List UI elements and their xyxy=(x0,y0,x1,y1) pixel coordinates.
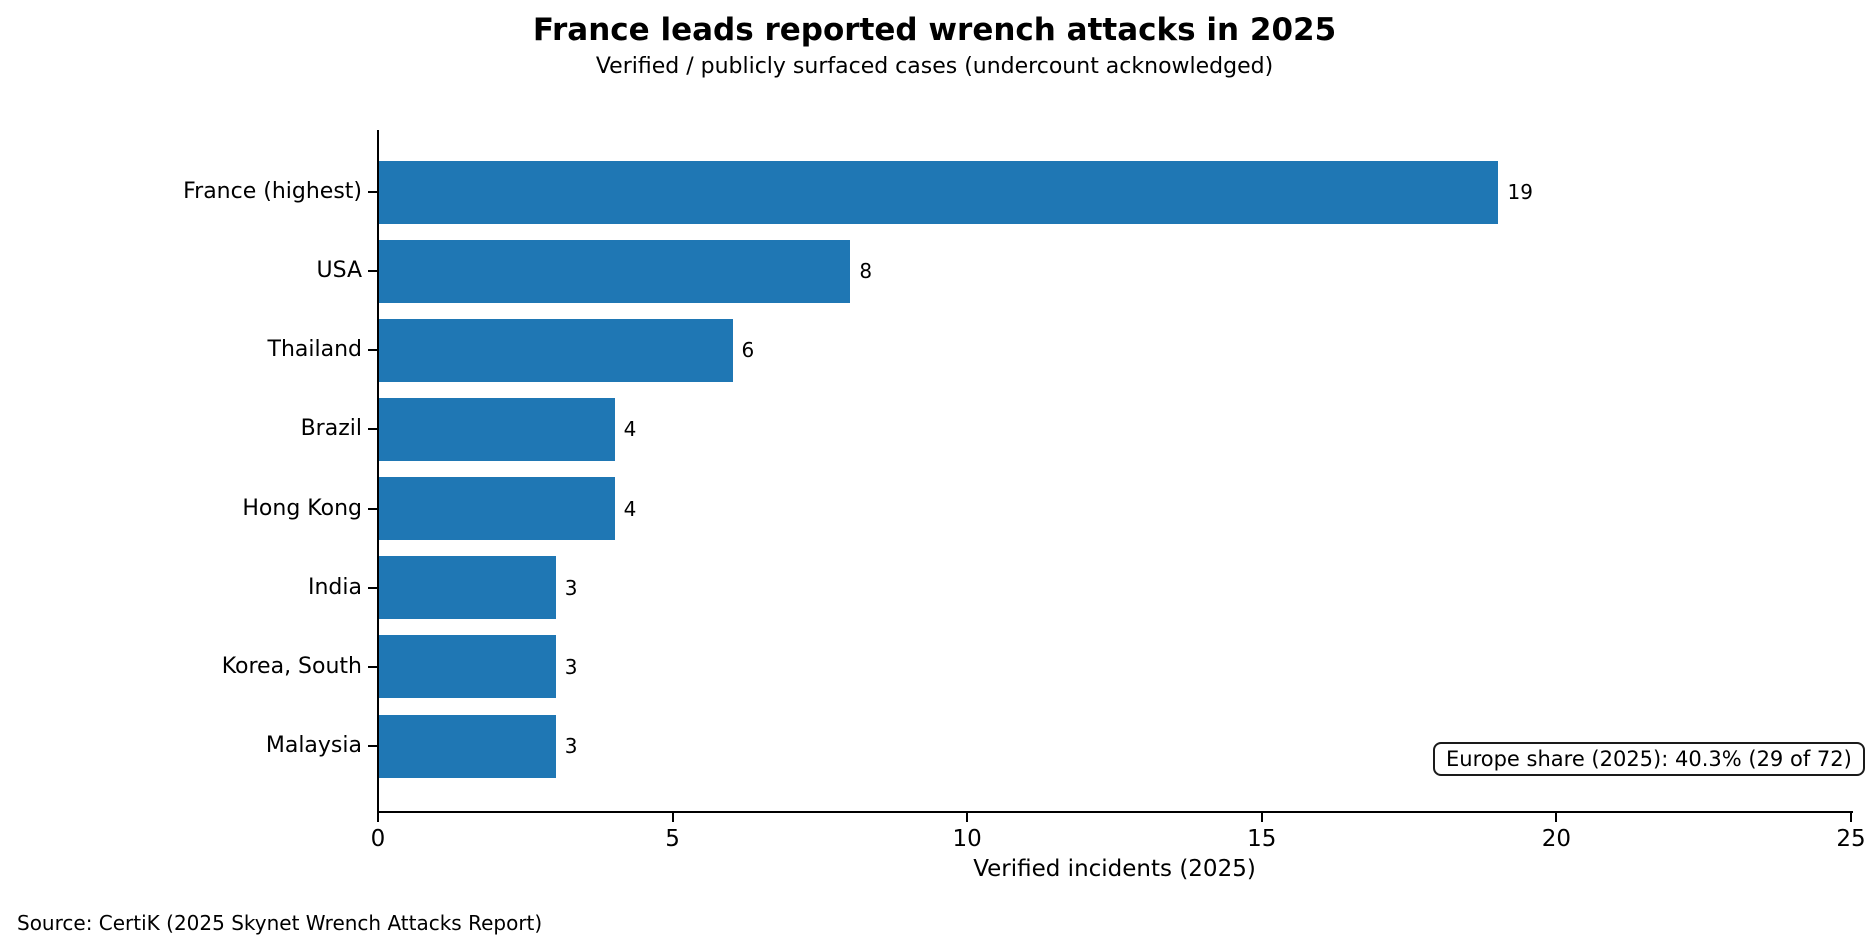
value-label: 4 xyxy=(623,417,637,442)
chart-title: France leads reported wrench attacks in … xyxy=(532,12,1337,48)
category-label: India xyxy=(308,574,362,600)
y-axis-spine xyxy=(377,130,379,813)
y-tick-mark xyxy=(368,586,377,589)
x-tick-label: 5 xyxy=(665,826,680,852)
category-label: Malaysia xyxy=(265,733,362,758)
y-tick-mark xyxy=(368,191,377,193)
x-tick-label: 25 xyxy=(1836,826,1866,852)
x-tick-mark xyxy=(966,813,969,822)
y-tick-mark xyxy=(368,270,377,273)
y-tick-mark xyxy=(368,745,377,747)
annotation-europe-share: Europe share (2025): 40.3% (29 of 72) xyxy=(1433,742,1865,776)
value-label: 3 xyxy=(564,575,578,600)
x-tick-mark xyxy=(377,813,379,822)
y-tick-mark xyxy=(368,428,377,431)
x-tick-label: 0 xyxy=(370,826,386,852)
x-tick-mark xyxy=(1260,813,1263,822)
category-label: Hong Kong xyxy=(242,495,362,521)
y-tick-mark xyxy=(368,665,377,668)
x-tick-label: 15 xyxy=(1247,826,1277,852)
x-tick-label: 10 xyxy=(952,826,982,852)
bar xyxy=(379,160,1499,224)
x-tick-mark xyxy=(671,813,674,822)
source-note: Source: CertiK (2025 Skynet Wrench Attac… xyxy=(17,911,543,935)
bar xyxy=(379,635,556,699)
category-label: Thailand xyxy=(267,337,362,363)
bar xyxy=(379,318,733,382)
bar xyxy=(379,714,556,778)
bar xyxy=(379,397,615,461)
value-label: 4 xyxy=(623,496,637,521)
y-tick-mark xyxy=(368,349,377,352)
category-label: France (highest) xyxy=(183,179,362,204)
x-tick-label: 20 xyxy=(1541,826,1572,852)
value-label: 19 xyxy=(1507,180,1533,204)
x-axis-label: Verified incidents (2025) xyxy=(973,856,1256,882)
value-label: 3 xyxy=(564,654,578,679)
value-label: 3 xyxy=(564,734,578,758)
y-tick-mark xyxy=(368,507,377,510)
value-label: 6 xyxy=(741,338,755,363)
x-tick-mark xyxy=(1850,813,1852,822)
value-label: 8 xyxy=(859,259,873,284)
bar xyxy=(379,556,556,620)
chart-subtitle: Verified / publicly surfaced cases (unde… xyxy=(595,54,1274,79)
category-label: Brazil xyxy=(300,416,362,442)
bar xyxy=(379,239,851,303)
category-label: Korea, South xyxy=(221,653,362,679)
x-tick-mark xyxy=(1555,813,1558,822)
x-axis-spine xyxy=(377,811,1853,813)
category-label: USA xyxy=(316,258,362,284)
bar xyxy=(379,477,615,541)
